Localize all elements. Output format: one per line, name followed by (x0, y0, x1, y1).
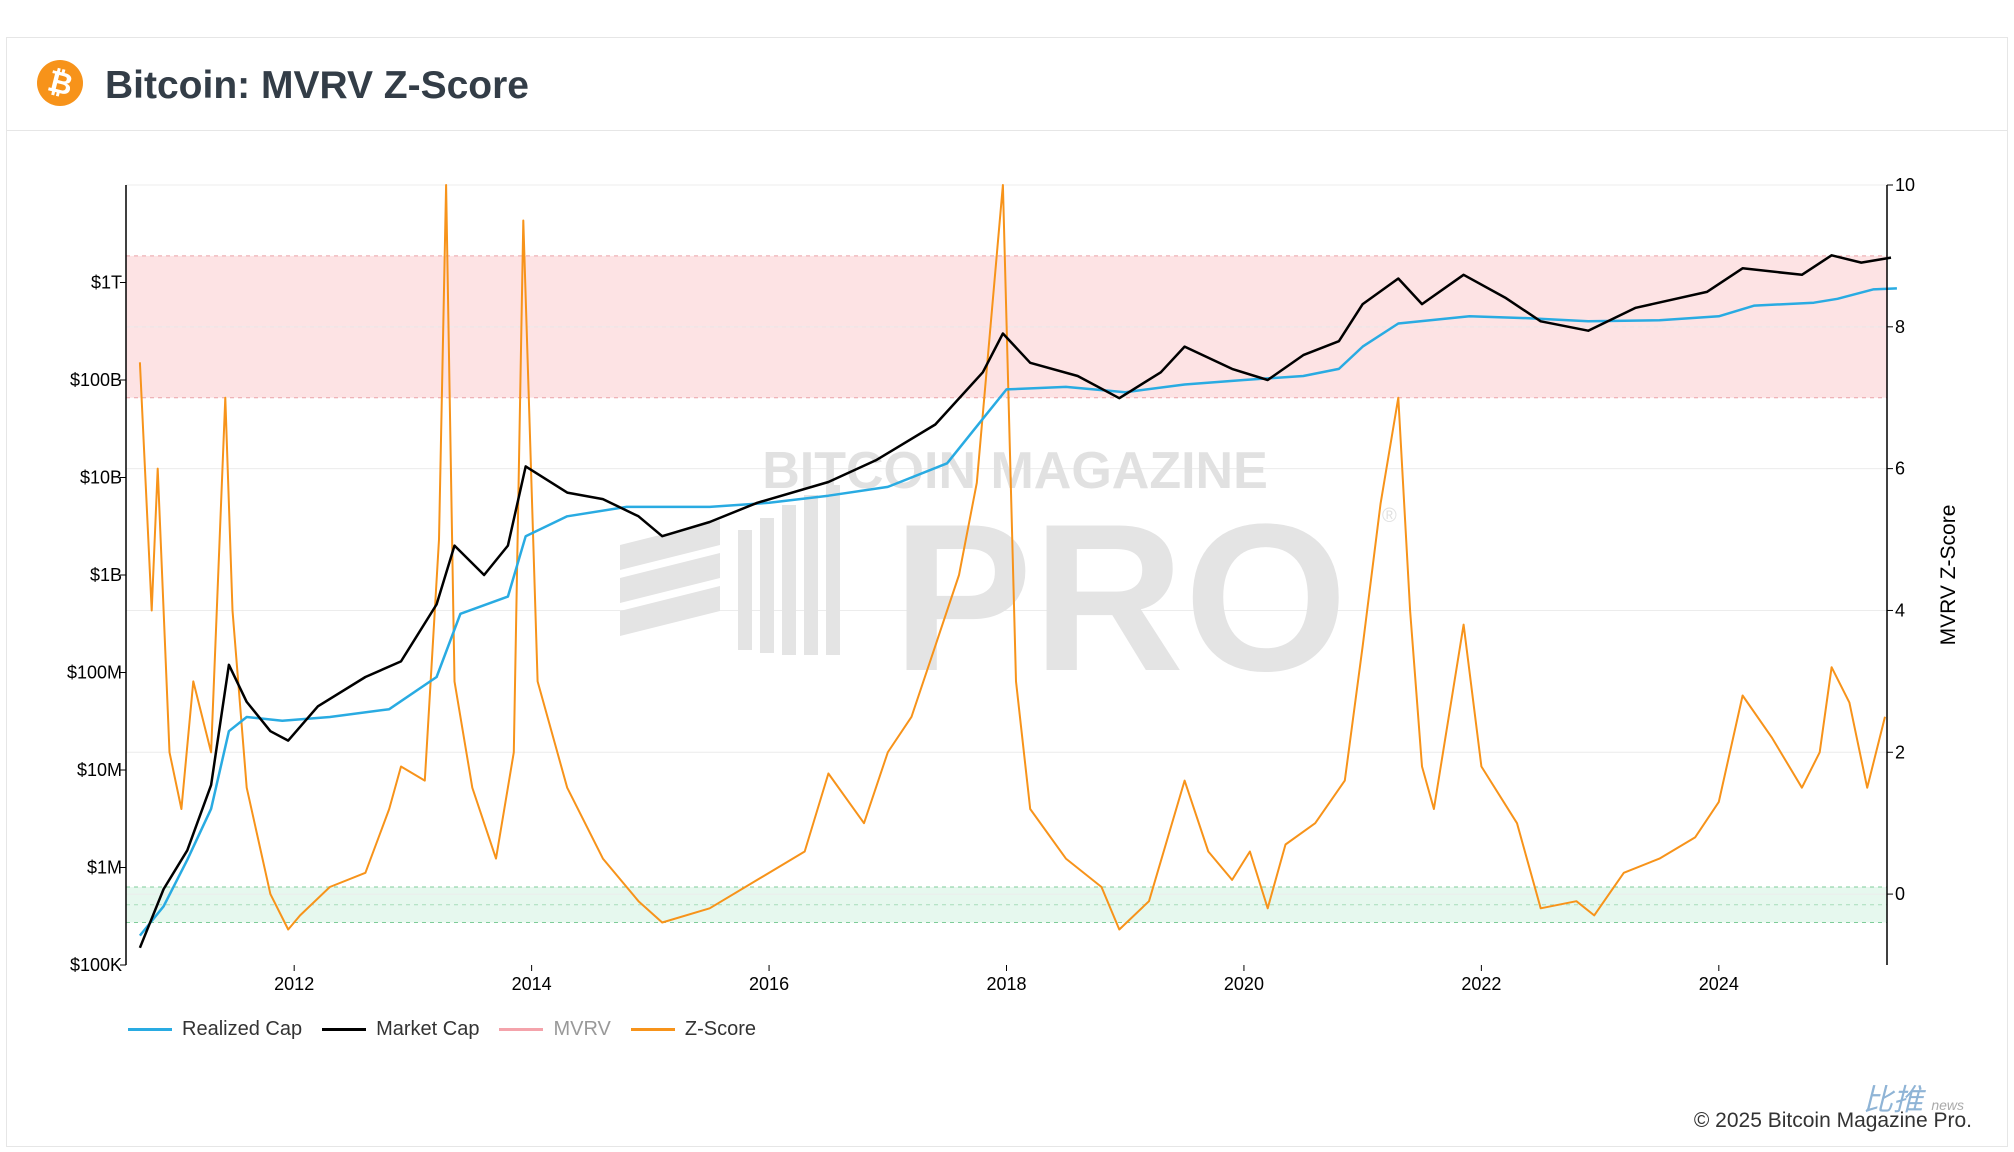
x-tick-label: 2012 (274, 974, 314, 994)
legend-swatch-mvrv (499, 1028, 544, 1031)
legend-label: MVRV (553, 1018, 611, 1040)
corner-brand: 比推 news (1862, 1084, 1964, 1117)
x-tick-label: 2016 (749, 974, 789, 994)
left-tick-label: $1M (87, 858, 122, 878)
legend-label: Market Cap (376, 1018, 480, 1040)
watermark: BITCOIN MAGAZINE PRO ® (620, 442, 1397, 715)
x-tick-label: 2022 (1461, 974, 1501, 994)
right-tick-label: 10 (1895, 175, 1915, 195)
x-tick-label: 2024 (1699, 974, 1739, 994)
legend-label: Realized Cap (182, 1018, 303, 1040)
legend-swatch-realized-cap (128, 1028, 172, 1031)
watermark-bars-icon (620, 485, 840, 655)
legend-swatch-zscore (630, 1028, 675, 1031)
legend-item-market-cap[interactable]: Market Cap (322, 1018, 479, 1041)
legend: Realized Cap Market Cap MVRV Z-Score (128, 1018, 756, 1041)
right-tick-label: 0 (1895, 884, 1905, 904)
watermark-line2: PRO (892, 480, 1347, 715)
chart-card: ₿ Bitcoin: MVRV Z-Score (6, 37, 2008, 1147)
right-tick-label: 6 (1895, 459, 1905, 479)
series-line-market-cap (138, 254, 1892, 949)
left-tick-label: $1B (90, 565, 122, 585)
x-tick-label: 2014 (512, 974, 552, 994)
x-tick-label: 2018 (986, 974, 1026, 994)
left-tick-label: $10B (80, 468, 122, 488)
left-tick-label: $10M (77, 760, 122, 780)
chart-header: ₿ Bitcoin: MVRV Z-Score (7, 38, 2007, 131)
page-title: Bitcoin: MVRV Z-Score (105, 64, 529, 107)
right-tick-label: 2 (1895, 742, 1905, 762)
x-tick-label: 2020 (1224, 974, 1264, 994)
copyright-text: © 2025 Bitcoin Magazine Pro. (1693, 1109, 1972, 1132)
bitcoin-icon: ₿ (37, 60, 83, 106)
watermark-trademark: ® (1382, 505, 1397, 527)
legend-label: Z-Score (684, 1018, 756, 1040)
right-tick-label: 4 (1895, 600, 1905, 620)
legend-item-zscore[interactable]: Z-Score (630, 1018, 756, 1041)
right-tick-label: 8 (1895, 317, 1905, 337)
legend-item-mvrv[interactable]: MVRV (499, 1018, 611, 1041)
legend-item-realized-cap[interactable]: Realized Cap (128, 1018, 302, 1041)
watermark-line1: BITCOIN MAGAZINE (762, 442, 1268, 500)
left-tick-label: $100B (70, 370, 122, 390)
legend-swatch-market-cap (322, 1028, 367, 1031)
series-line-z-score (138, 184, 1886, 931)
left-tick-label: $100M (67, 663, 122, 683)
right-axis-label: MVRV Z-Score (1937, 505, 1960, 646)
left-tick-label: $100K (70, 955, 122, 975)
left-tick-label: $1T (91, 273, 122, 293)
